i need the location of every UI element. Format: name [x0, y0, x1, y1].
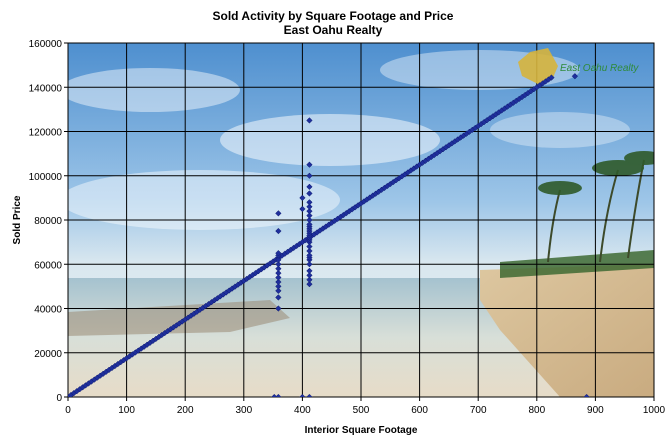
data-point	[306, 172, 313, 179]
data-point	[275, 265, 282, 272]
data-point	[306, 281, 313, 288]
x-tick-label: 700	[470, 405, 487, 416]
data-point	[571, 73, 579, 80]
data-point	[299, 393, 306, 397]
y-tick-label: 60000	[34, 260, 62, 271]
x-tick-label: 300	[235, 405, 252, 416]
data-point	[275, 278, 282, 286]
y-tick-label: 160000	[29, 39, 63, 50]
axes	[64, 42, 655, 401]
y-tick-label: 40000	[34, 305, 62, 316]
y-tick-label: 100000	[29, 172, 63, 183]
data-point	[306, 190, 313, 197]
data-point	[299, 205, 306, 213]
x-tick-label: 800	[528, 405, 545, 416]
x-tick-label: 900	[587, 405, 604, 416]
x-tick-label: 0	[65, 405, 71, 416]
data-point	[306, 207, 313, 215]
x-tick-label: 100	[118, 405, 135, 416]
scatter-points	[68, 73, 590, 397]
data-point	[306, 117, 313, 124]
data-point	[275, 283, 282, 290]
data-point	[275, 287, 282, 294]
y-tick-label: 0	[56, 393, 62, 404]
chart-subtitle: East Oahu Realty	[284, 23, 383, 37]
data-point	[275, 274, 282, 281]
data-point	[306, 252, 313, 259]
y-axis-label: Sold Price	[12, 195, 23, 244]
data-point	[306, 203, 313, 210]
data-point	[275, 305, 282, 312]
data-point	[275, 210, 282, 217]
data-point	[306, 272, 313, 279]
data-point	[306, 247, 313, 255]
x-tick-label: 200	[177, 405, 194, 416]
x-tick-labels: 0 100 200 300 400 500 600 700 800 900 1000	[65, 405, 665, 416]
data-point	[275, 269, 282, 277]
data-point	[299, 194, 306, 202]
data-point	[306, 267, 313, 275]
data-point	[275, 261, 282, 268]
data-point	[306, 276, 313, 283]
data-point	[583, 393, 590, 397]
data-point	[306, 243, 313, 250]
data-point	[275, 393, 282, 397]
y-tick-label: 20000	[34, 349, 62, 360]
y-tick-labels: 0 20000 40000 60000 80000 100000 120000 140000 1…	[29, 39, 63, 404]
y-tick-label: 140000	[29, 83, 63, 94]
data-point	[306, 161, 313, 168]
data-point	[275, 256, 282, 263]
data-point	[306, 199, 313, 206]
x-axis-label: Interior Square Footage	[305, 425, 418, 436]
y-tick-label: 120000	[29, 128, 63, 139]
data-point	[306, 261, 313, 268]
company-logo: East Oahu Realty	[518, 48, 639, 84]
data-point	[271, 393, 278, 397]
data-point	[306, 393, 313, 397]
y-tick-label: 80000	[34, 216, 62, 227]
x-tick-label: 600	[411, 405, 428, 416]
logo-text: East Oahu Realty	[560, 63, 639, 74]
data-point	[306, 183, 313, 190]
x-tick-label: 500	[353, 405, 370, 416]
data-point	[275, 227, 282, 235]
x-tick-label: 400	[294, 405, 311, 416]
data-point	[275, 294, 282, 301]
data-point	[548, 74, 555, 81]
data-point	[306, 216, 313, 224]
chart-title: Sold Activity by Square Footage and Pric…	[213, 9, 454, 23]
x-tick-label: 1000	[643, 405, 666, 416]
data-point	[306, 212, 313, 219]
data-point	[275, 250, 282, 257]
data-point	[306, 221, 313, 228]
